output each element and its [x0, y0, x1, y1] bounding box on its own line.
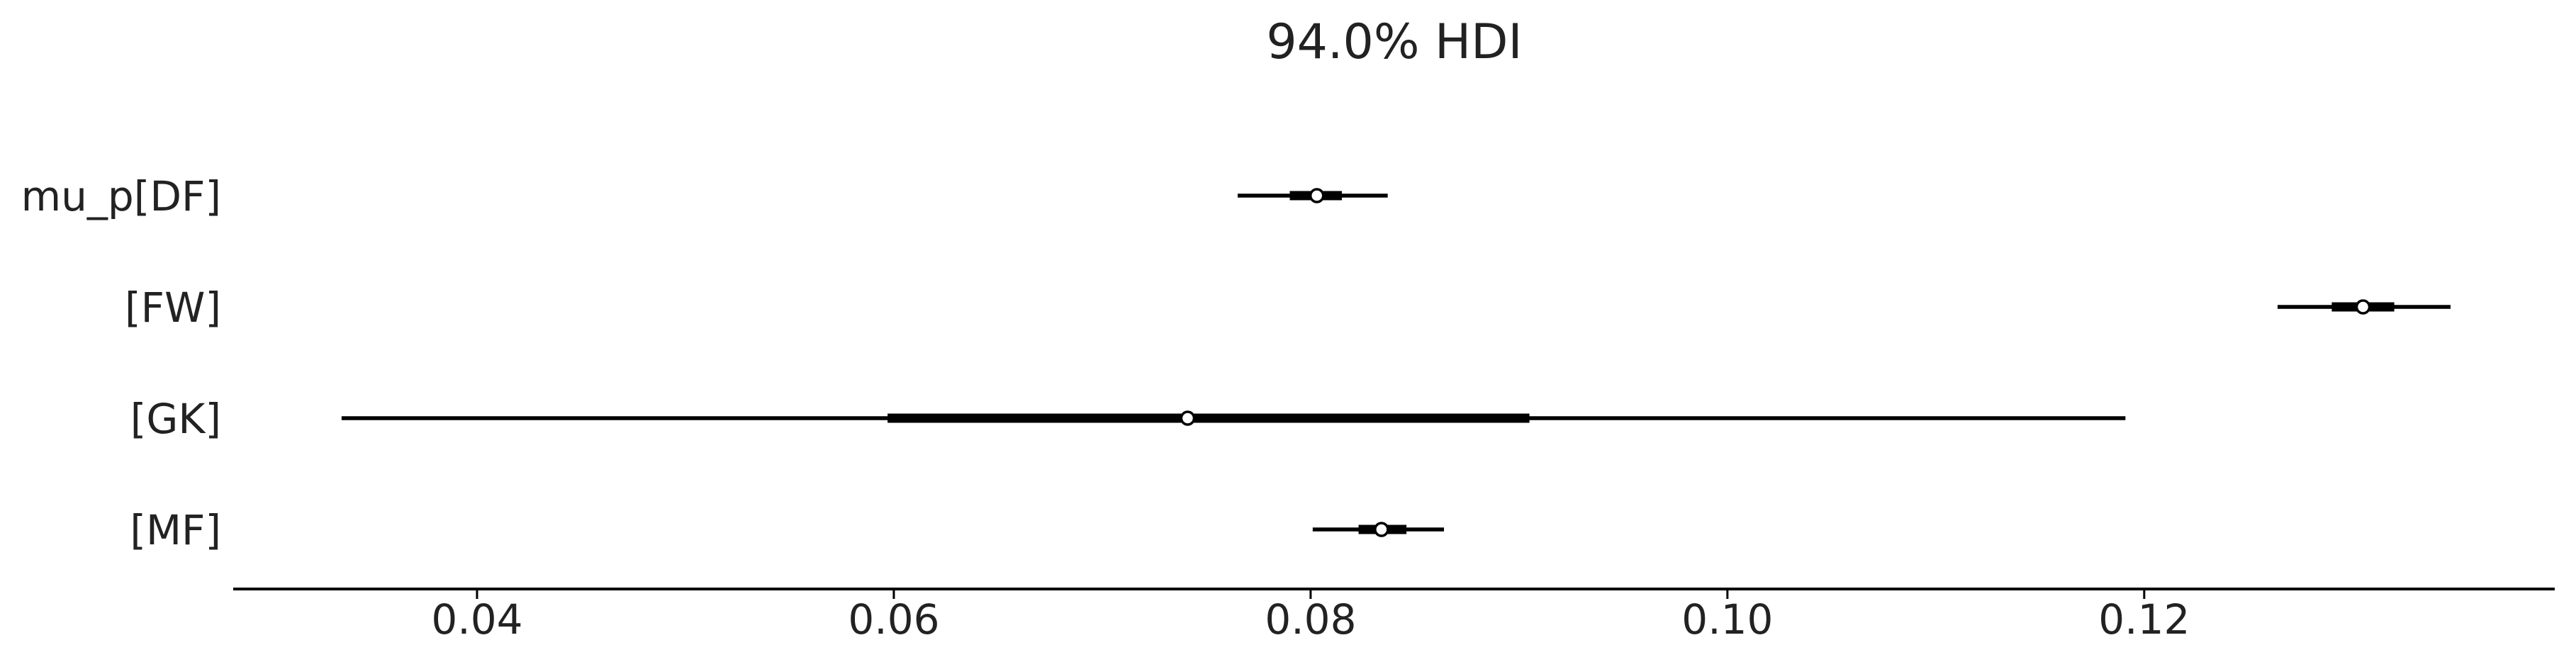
- x-tick-label: 0.08: [1265, 595, 1356, 644]
- x-tick-label: 0.04: [431, 595, 522, 644]
- point-estimate-marker: [1374, 522, 1389, 537]
- chart-title: 94.0% HDI: [1266, 14, 1522, 70]
- row-label: [MF]: [130, 506, 221, 554]
- x-tick-label: 0.12: [2098, 595, 2190, 644]
- point-estimate-marker: [1180, 410, 1196, 426]
- x-tick-label: 0.06: [848, 595, 939, 644]
- row-label: [FW]: [125, 284, 221, 332]
- row-label: mu_p[DF]: [21, 172, 221, 220]
- forest-row: mu_p[DF]: [21, 172, 1388, 220]
- x-tick-label: 0.10: [1681, 595, 1773, 644]
- forest-rows: mu_p[DF] [FW] [GK] [MF]: [21, 172, 2451, 554]
- forest-row: [MF]: [130, 506, 1445, 554]
- row-label: [GK]: [130, 395, 221, 443]
- forest-row: [GK]: [130, 395, 2126, 443]
- point-estimate-marker: [1309, 188, 1325, 203]
- forest-row: [FW]: [125, 284, 2451, 332]
- point-estimate-marker: [2355, 299, 2371, 315]
- x-axis-ticks: 0.04 0.06 0.08 0.10 0.12: [431, 589, 2190, 644]
